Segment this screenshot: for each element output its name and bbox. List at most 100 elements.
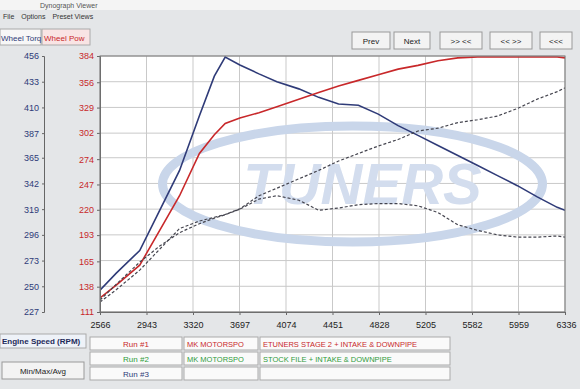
run-cell bbox=[184, 337, 258, 350]
tick: 5205 bbox=[416, 312, 436, 330]
menu-item[interactable]: Options bbox=[21, 13, 46, 21]
tick: 5959 bbox=[509, 312, 529, 330]
run-owner: MK MOTORSPO bbox=[187, 340, 244, 349]
series-line bbox=[100, 57, 565, 290]
y-axis-title: Wheel Torq bbox=[1, 34, 41, 43]
y2-axis-title: Wheel Pow bbox=[44, 34, 85, 43]
title-bar bbox=[0, 0, 580, 10]
tick-label: 5959 bbox=[509, 320, 529, 330]
tick: 387 bbox=[24, 129, 44, 139]
tick: 456 bbox=[24, 51, 44, 61]
button-label[interactable]: Next bbox=[404, 37, 421, 46]
menu-item[interactable]: Preset Views bbox=[52, 13, 93, 20]
tick-mark bbox=[42, 261, 44, 262]
tick: 220 bbox=[79, 205, 100, 215]
tick-label: 4451 bbox=[323, 320, 343, 330]
button-label[interactable]: <<< bbox=[549, 37, 563, 46]
dyno-viewer: Dynograph Viewer File Options Preset Views W… bbox=[0, 0, 580, 389]
run-label: Run #3 bbox=[123, 370, 149, 379]
tick: 5582 bbox=[462, 312, 482, 330]
window-title: Dynograph Viewer bbox=[40, 2, 98, 10]
tick-label: 5582 bbox=[462, 320, 482, 330]
run-description: ETUNERS STAGE 2 + INTAKE & DOWNPIPE bbox=[263, 340, 417, 349]
run-label: Run #1 bbox=[123, 340, 149, 349]
tick: 433 bbox=[24, 77, 44, 87]
tick-label: 111 bbox=[80, 307, 94, 317]
tick-mark bbox=[42, 82, 44, 83]
tick-mark bbox=[42, 235, 44, 236]
button[interactable] bbox=[2, 362, 84, 379]
tick-label: 456 bbox=[24, 51, 39, 61]
series-line bbox=[100, 57, 565, 298]
tick-label: 384 bbox=[79, 51, 94, 61]
tick-mark bbox=[42, 56, 44, 57]
grid-line-y bbox=[100, 133, 565, 134]
axis-line bbox=[101, 313, 566, 316]
button-label[interactable]: Prev bbox=[363, 37, 379, 46]
tick-label: 296 bbox=[24, 230, 39, 240]
tick: 4451 bbox=[323, 312, 343, 330]
tick-label: 387 bbox=[24, 129, 39, 139]
button[interactable] bbox=[490, 32, 532, 49]
tick-label: 329 bbox=[79, 103, 94, 113]
series-line bbox=[100, 88, 565, 302]
label-cell bbox=[0, 334, 86, 348]
tick: 4828 bbox=[369, 312, 389, 330]
tick-label: 3320 bbox=[183, 320, 203, 330]
tick: 3697 bbox=[230, 312, 250, 330]
grid-line-y bbox=[100, 260, 565, 261]
tick-label: 165 bbox=[79, 257, 94, 267]
button[interactable] bbox=[440, 32, 482, 49]
tick-label: 2566 bbox=[90, 320, 110, 330]
tick: 138 bbox=[79, 282, 100, 292]
watermark-logo bbox=[163, 126, 543, 242]
menu-item[interactable]: File bbox=[3, 13, 14, 20]
tick: 193 bbox=[79, 230, 100, 240]
tick-label: 220 bbox=[79, 205, 94, 215]
tick: 3320 bbox=[183, 312, 203, 330]
tick-label: 6336 bbox=[556, 320, 576, 330]
y-axis: 227250273296319342365387410433456 bbox=[24, 51, 45, 317]
tick-label: 302 bbox=[79, 128, 94, 138]
grid bbox=[100, 56, 565, 312]
run-owner: MK MOTORSPO bbox=[187, 355, 244, 364]
axis-line bbox=[42, 57, 45, 313]
tick: 273 bbox=[24, 256, 44, 266]
tick-mark bbox=[42, 286, 44, 287]
button[interactable] bbox=[540, 32, 572, 49]
tick: 296 bbox=[24, 230, 44, 240]
tick-label: 250 bbox=[24, 282, 39, 292]
tick-label: 356 bbox=[79, 78, 94, 88]
tick: 165 bbox=[79, 257, 100, 267]
grid-line-y bbox=[100, 81, 565, 82]
button-label[interactable]: >> << bbox=[451, 37, 472, 46]
tick: 227 bbox=[24, 307, 44, 317]
button[interactable] bbox=[352, 32, 390, 49]
tick-label: 273 bbox=[24, 256, 39, 266]
tick-label: 4074 bbox=[276, 320, 296, 330]
grid-line-x bbox=[518, 56, 519, 312]
run-cell bbox=[184, 367, 258, 380]
tick: 410 bbox=[24, 103, 44, 113]
series-line bbox=[100, 196, 565, 300]
tick: 356 bbox=[79, 78, 100, 88]
tick-mark bbox=[42, 209, 44, 210]
tick-label: 247 bbox=[79, 180, 94, 190]
button-label[interactable]: Min/Max/Avg bbox=[20, 367, 66, 376]
run-cell bbox=[260, 367, 450, 380]
tick: 250 bbox=[24, 282, 44, 292]
button-label[interactable]: << >> bbox=[501, 37, 522, 46]
window-bg bbox=[0, 0, 580, 389]
run-cell bbox=[90, 367, 182, 380]
tick: 111 bbox=[80, 307, 100, 317]
tick-label: 138 bbox=[79, 282, 94, 292]
tick-label: 319 bbox=[24, 205, 39, 215]
tick: 2943 bbox=[137, 312, 157, 330]
tick-label: 410 bbox=[24, 103, 39, 113]
tick-label: 2943 bbox=[137, 320, 157, 330]
button[interactable] bbox=[394, 32, 430, 49]
plot-frame bbox=[100, 56, 565, 312]
tick: 319 bbox=[24, 205, 44, 215]
tick-mark bbox=[42, 133, 44, 134]
grid-line-y bbox=[100, 107, 565, 108]
